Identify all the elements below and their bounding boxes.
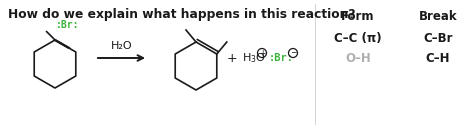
Text: Form: Form: [341, 10, 375, 23]
Text: C–Br: C–Br: [423, 32, 453, 45]
Text: How do we explain what happens in this reaction?: How do we explain what happens in this r…: [8, 8, 356, 21]
Text: C–C (π): C–C (π): [334, 32, 382, 45]
Text: O–H: O–H: [345, 52, 371, 65]
Text: +: +: [227, 51, 237, 65]
Text: :Br:: :Br:: [269, 53, 294, 63]
Text: C–H: C–H: [426, 52, 450, 65]
Text: +: +: [259, 48, 265, 58]
Text: −: −: [290, 48, 296, 58]
Polygon shape: [54, 40, 70, 48]
Text: :Br:: :Br:: [56, 20, 80, 30]
Text: Break: Break: [419, 10, 457, 23]
Text: H₂O: H₂O: [111, 41, 132, 51]
Text: H$_3$O: H$_3$O: [242, 51, 266, 65]
